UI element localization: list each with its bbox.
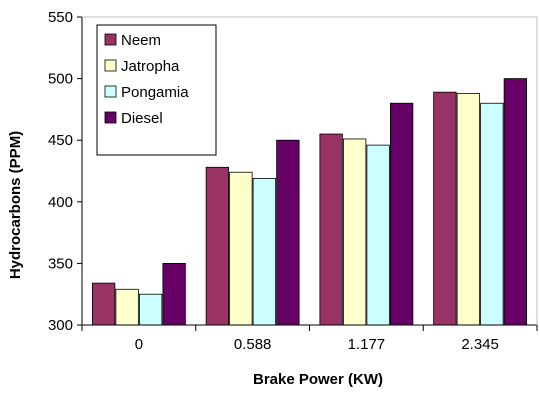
y-tick-label: 300 <box>48 317 73 334</box>
bar-diesel-3 <box>503 78 528 326</box>
y-tick-label: 550 <box>48 9 73 26</box>
bar-pongamia-2 <box>366 144 390 326</box>
bar-neem-2 <box>319 133 343 326</box>
y-tick-label: 500 <box>48 71 73 88</box>
legend-label-neem: Neem <box>121 32 161 49</box>
bar-neem-0 <box>91 282 116 326</box>
legend-swatch-neem <box>104 33 117 46</box>
legend-label-pongamia: Pongamia <box>121 84 189 101</box>
bar-jatropha-0 <box>115 288 139 326</box>
bar-neem-1 <box>205 166 230 326</box>
legend-swatch-pongamia <box>104 85 117 98</box>
bar-pongamia-0 <box>138 293 163 326</box>
y-tick-label: 350 <box>48 255 73 272</box>
x-tick-label: 1.177 <box>348 336 386 353</box>
bar-pongamia-3 <box>480 102 504 326</box>
x-axis-title: Brake Power (KW) <box>253 371 383 388</box>
y-axis-title: Hydrocarbons (PPM) <box>7 131 24 279</box>
bar-diesel-0 <box>162 262 186 326</box>
legend-label-diesel: Diesel <box>121 110 163 127</box>
x-tick-label: 0.588 <box>234 336 272 353</box>
bar-pongamia-1 <box>252 177 277 326</box>
legend: Neem Jatropha Pongamia Diesel <box>96 24 217 156</box>
axes-layer: 300 350 400 450 500 550 0 0.588 1.177 2.345 <box>48 9 538 353</box>
bar-diesel-1 <box>276 139 300 326</box>
bar-neem-3 <box>433 91 457 326</box>
y-tick-label: 400 <box>48 194 73 211</box>
bars-layer <box>91 78 528 326</box>
y-tick-label: 450 <box>48 132 73 149</box>
legend-swatch-diesel <box>104 111 117 124</box>
x-tick-label: 2.345 <box>461 336 499 353</box>
legend-box <box>96 24 217 156</box>
bar-jatropha-3 <box>456 92 481 326</box>
bar-diesel-2 <box>389 102 414 326</box>
x-tick-label: 0 <box>135 336 143 353</box>
bar-jatropha-1 <box>229 171 253 326</box>
legend-label-jatropha: Jatropha <box>121 58 180 75</box>
legend-swatch-jatropha <box>104 59 117 72</box>
bar-jatropha-2 <box>342 138 367 326</box>
